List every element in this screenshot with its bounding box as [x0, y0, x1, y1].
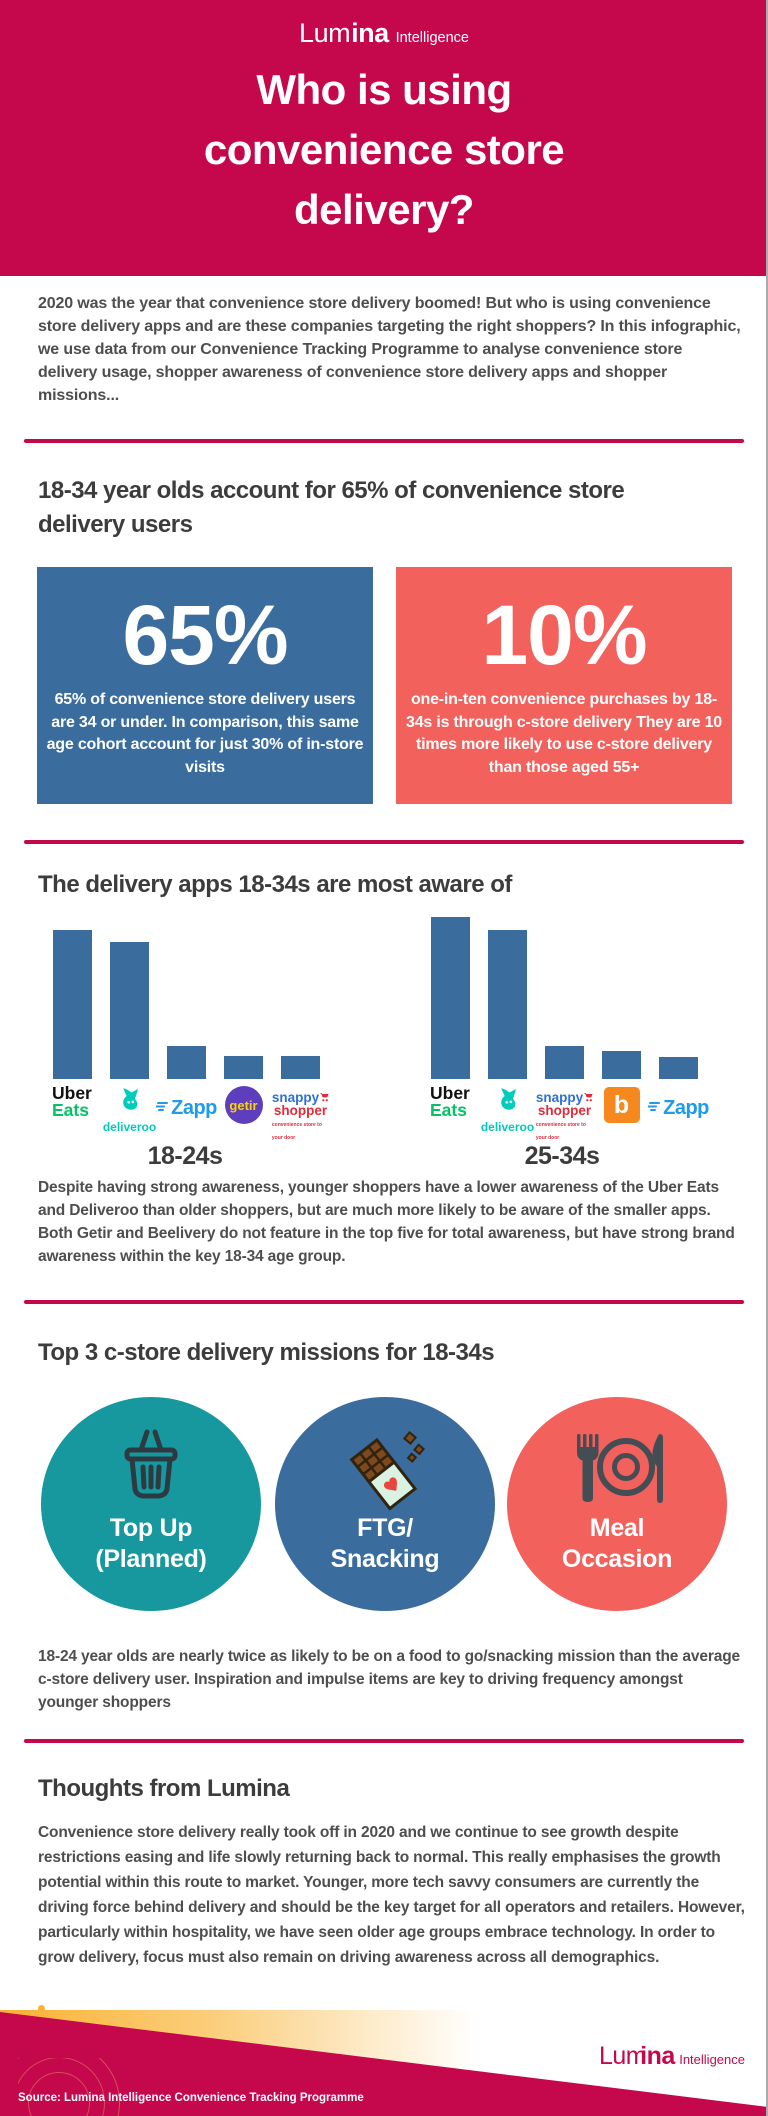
uber-wordmark: Uber: [430, 1083, 470, 1103]
uber-eats-logo: Uber Eats: [44, 1083, 101, 1137]
snappy-wordmark: snappy: [271, 1090, 320, 1105]
bar-snappy-shopper: [281, 1056, 320, 1079]
chart-group-label-18-24s: 18-24s: [147, 1142, 223, 1170]
thoughts-paragraph: Convenience store delivery really took o…: [38, 1824, 745, 1966]
footer-source-text: Source: Lumina Intelligence Convenience …: [18, 2092, 364, 2104]
deliveroo-kangaroo-icon: [494, 1087, 521, 1119]
section-heading-users: 18-34 year olds account for 65% of conve…: [38, 477, 625, 538]
snappy-shopper-logo: snappy shopper convenience store to your…: [535, 1085, 593, 1141]
beelivery-b-mark: b: [603, 1087, 640, 1123]
stat-card-65-percent: 65% 65% of convenience store delivery us…: [37, 567, 373, 804]
bar-deliveroo: [488, 930, 527, 1079]
bar-zapp: [167, 1046, 206, 1079]
section-divider: [24, 439, 744, 443]
bar-deliveroo: [110, 942, 149, 1079]
section-divider: [24, 1739, 744, 1743]
right-edge-border: [766, 0, 768, 2116]
zapp-wordmark: Zapp: [171, 1097, 217, 1119]
chart-group-label-25-34s: 25-34s: [524, 1142, 600, 1170]
stat-description: one-in-ten convenience purchases by 18-3…: [406, 691, 722, 776]
deliveroo-logo: deliveroo: [101, 1087, 158, 1137]
eats-wordmark: Eats: [52, 1100, 89, 1120]
uber-eats-logo: Uber Eats: [422, 1083, 479, 1137]
trolley-icon: [320, 1091, 329, 1104]
logo-row-18-24s: Uber Eats deliveroo Zapp getir snappy sho…: [44, 1083, 329, 1141]
uber-wordmark: Uber: [52, 1083, 92, 1103]
trolley-icon: [584, 1091, 593, 1104]
beelivery-logo: b: [593, 1085, 650, 1137]
basket-icon: [41, 1429, 261, 1503]
bar-chart-18-24s: [53, 914, 320, 1079]
zapp-speed-lines-icon: [647, 1099, 661, 1118]
getir-wordmark: getir: [224, 1086, 263, 1124]
page-title: Who is using convenience store delivery?: [203, 66, 565, 233]
eats-wordmark: Eats: [430, 1100, 467, 1120]
deliveroo-logo: deliveroo: [479, 1087, 536, 1137]
deliveroo-wordmark: deliveroo: [102, 1120, 157, 1134]
apps-note-paragraph: Despite having strong awareness, younger…: [38, 1179, 735, 1265]
zapp-wordmark: Zapp: [663, 1097, 709, 1119]
snappy-shopper-logo: snappy shopper convenience store to your…: [271, 1085, 329, 1141]
chocolate-bar-icon: [275, 1429, 495, 1513]
bar-getir: [224, 1056, 263, 1079]
zapp-logo: Zapp: [647, 1085, 709, 1137]
bar-beelivery: [602, 1051, 641, 1079]
intro-paragraph: 2020 was the year that convenience store…: [38, 295, 741, 404]
snappy-tagline: convenience store to your door: [535, 1122, 586, 1141]
section-divider: [24, 1300, 744, 1304]
section-heading-missions: Top 3 c-store delivery missions for 18-3…: [38, 1339, 495, 1366]
stat-description: 65% of convenience store delivery users …: [46, 691, 364, 776]
zapp-speed-lines-icon: [155, 1099, 169, 1118]
footer-decorative-arcs: [18, 2058, 168, 2116]
bar-uber-eats: [53, 930, 92, 1079]
section-heading-apps: The delivery apps 18-34s are most aware …: [38, 871, 512, 898]
mission-label: FTG/ Snacking: [330, 1514, 440, 1573]
missions-note-paragraph: 18-24 year olds are nearly twice as like…: [38, 1648, 740, 1711]
mission-circle-meal-occasion: Meal Occasion: [507, 1397, 727, 1611]
lumina-logo-suffix: Intelligence: [679, 2052, 745, 2067]
lumina-logo-suffix: Intelligence: [395, 30, 469, 46]
hero-banner: Lum ina Intelligence Who is using conveni…: [0, 0, 768, 276]
bar-uber-eats: [431, 917, 470, 1079]
snappy-tagline: convenience store to your door: [271, 1122, 322, 1141]
bar-chart-25-34s: [431, 914, 698, 1079]
snappy-wordmark: snappy: [535, 1090, 584, 1105]
bar-zapp: [659, 1057, 698, 1079]
stat-value: 10%: [481, 588, 647, 682]
lumina-logo-light: Lum: [299, 18, 351, 48]
lumina-logo-bold: ina: [640, 2042, 675, 2070]
mission-label: Meal Occasion: [561, 1514, 673, 1573]
deliveroo-kangaroo-icon: [116, 1087, 143, 1119]
getir-logo: getir: [215, 1085, 272, 1137]
logo-row-25-34s: Uber Eats deliveroo snappy shopper conven…: [422, 1083, 709, 1141]
mission-circle-ftg-snacking: FTG/ Snacking: [275, 1397, 495, 1611]
lumina-logo-bold: ina: [351, 18, 389, 48]
lumina-logo-light: Lum: [599, 2042, 647, 2070]
mission-label: Top Up (Planned): [95, 1514, 207, 1573]
footer-lumina-logo: Lumina Intelligence: [0, 2042, 745, 2071]
shopper-wordmark: shopper: [537, 1103, 592, 1118]
stat-value: 65%: [122, 588, 288, 682]
mission-circle-top-up: Top Up (Planned): [41, 1397, 261, 1611]
meal-plate-icon: [507, 1429, 727, 1507]
deliveroo-wordmark: deliveroo: [480, 1120, 535, 1134]
section-divider: [24, 840, 744, 844]
zapp-logo: Zapp: [155, 1085, 217, 1137]
bar-snappy-shopper: [545, 1046, 584, 1079]
stat-card-10-percent: 10% one-in-ten convenience purchases by …: [396, 567, 732, 804]
footer-gold-dot: [38, 2005, 45, 2012]
lumina-logo: Lum ina Intelligence: [0, 18, 768, 49]
section-heading-thoughts: Thoughts from Lumina: [38, 1775, 290, 1802]
shopper-wordmark: shopper: [273, 1103, 328, 1118]
